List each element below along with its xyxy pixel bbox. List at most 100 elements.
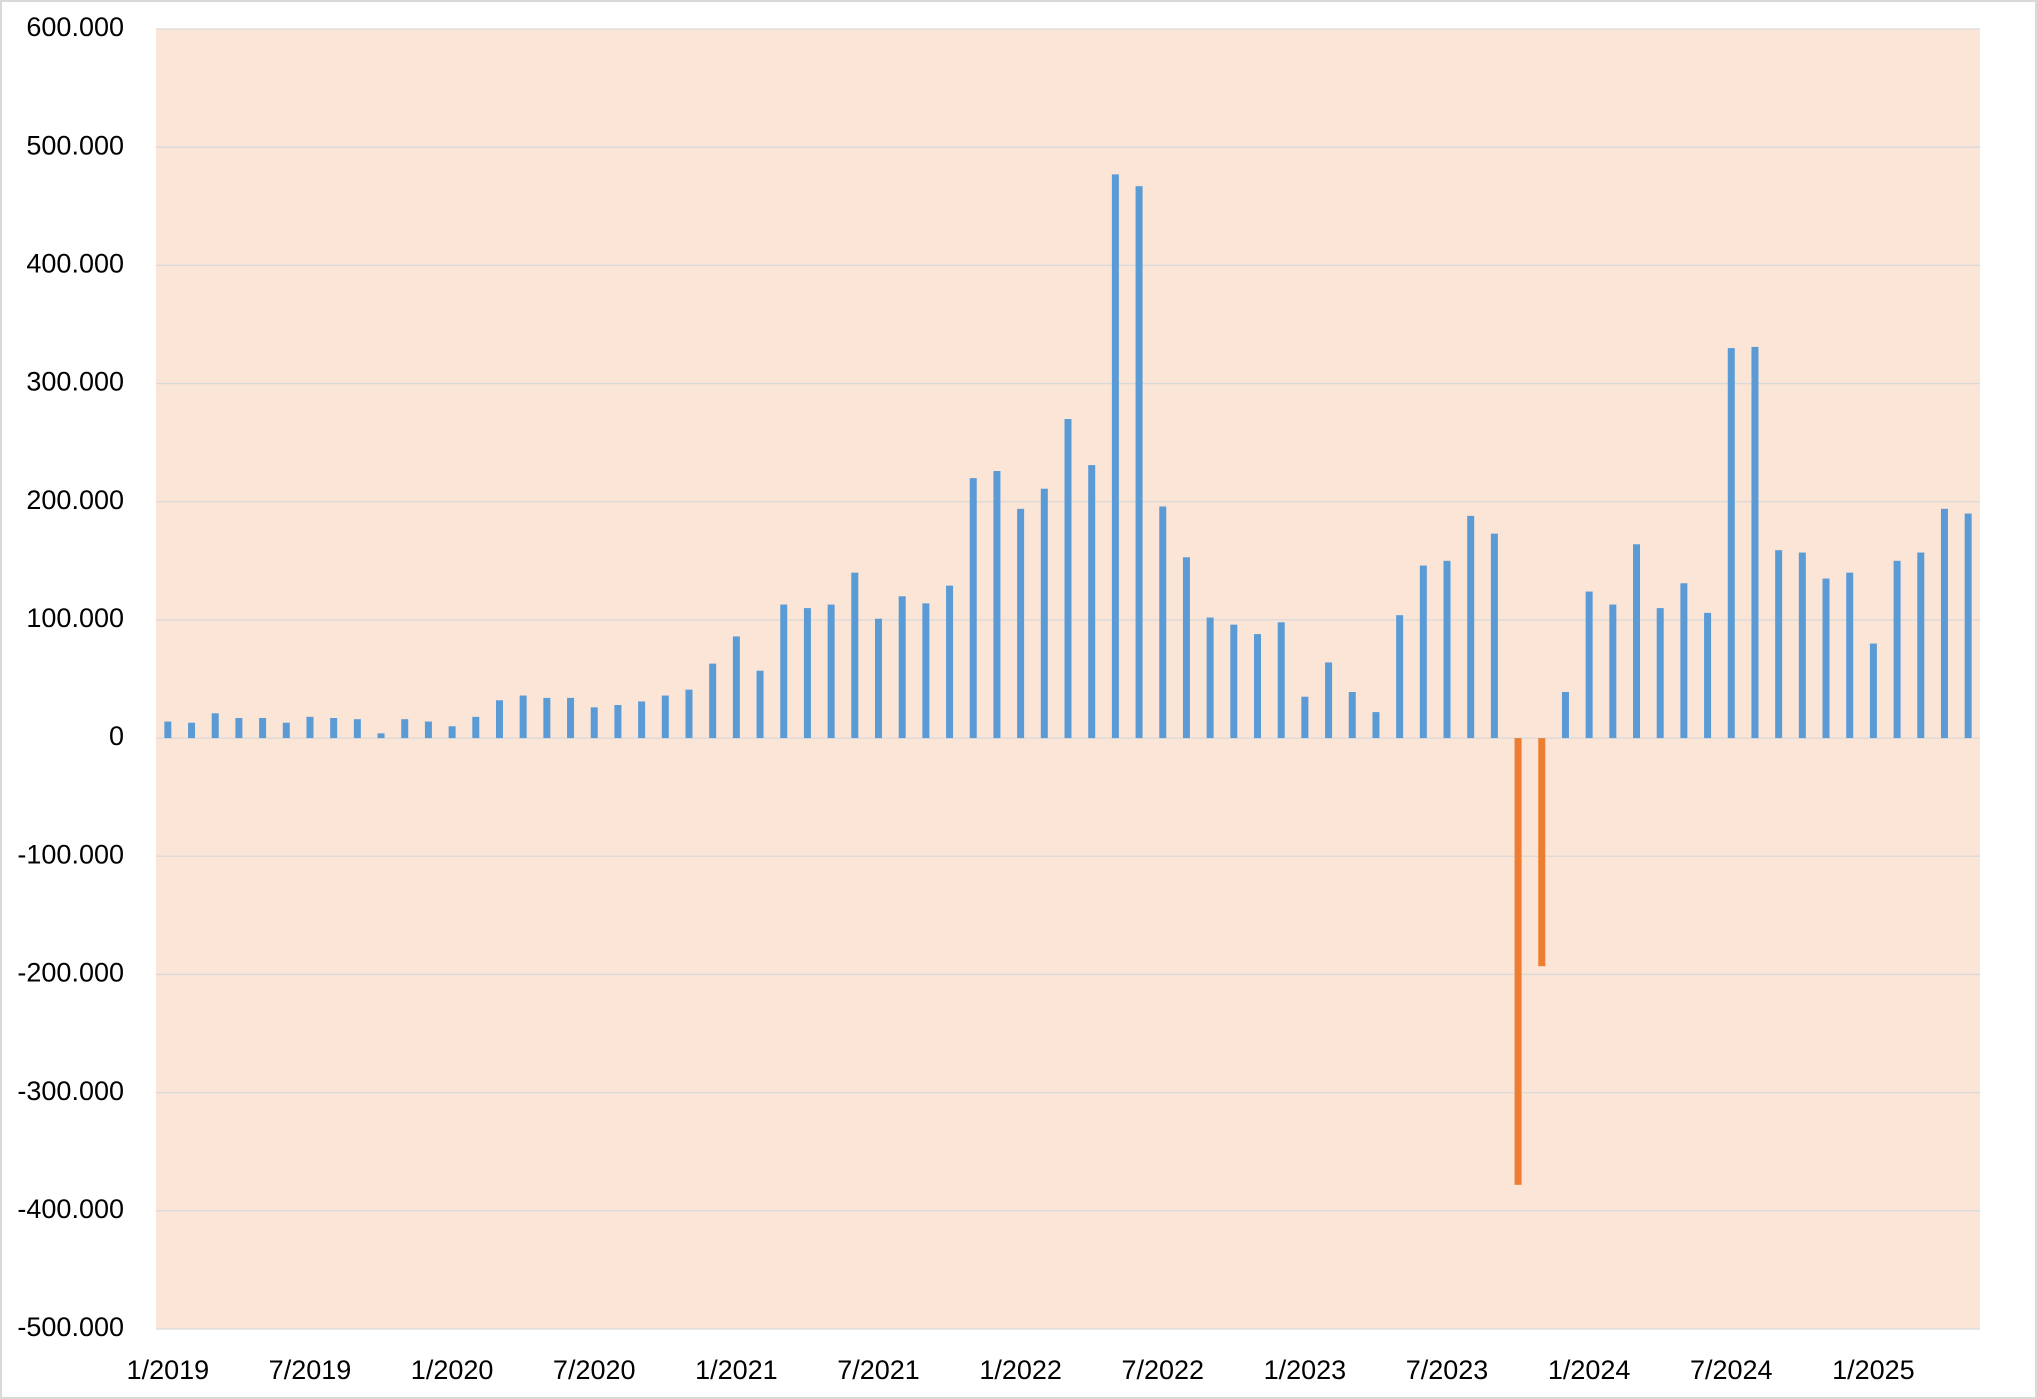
bar [1727, 348, 1735, 739]
bar [1869, 643, 1877, 739]
bar [543, 697, 551, 739]
bar [827, 604, 835, 739]
y-tick-label: -200.000 [17, 958, 124, 988]
bar [1111, 174, 1119, 739]
bar [1348, 692, 1356, 739]
bar [1467, 515, 1475, 739]
y-tick-label: 400.000 [26, 248, 124, 278]
bar [638, 701, 646, 739]
y-tick-label: 500.000 [26, 130, 124, 160]
bar [259, 718, 267, 739]
bar [1443, 560, 1451, 739]
bar [1206, 617, 1214, 739]
x-tick-label: 1/2022 [979, 1355, 1062, 1385]
bar [1277, 622, 1285, 739]
bar [1088, 465, 1096, 739]
bar [1964, 513, 1972, 739]
bar [377, 733, 385, 739]
y-tick-label: -100.000 [17, 839, 124, 869]
bar [211, 713, 219, 739]
y-tick-label: 300.000 [26, 367, 124, 397]
y-tick-label: -300.000 [17, 1076, 124, 1106]
bar [1775, 550, 1783, 739]
bar [401, 719, 409, 739]
bar [1230, 624, 1238, 739]
bar [898, 596, 906, 739]
bar [732, 636, 740, 739]
x-tick-label: 7/2023 [1406, 1355, 1489, 1385]
x-tick-label: 7/2022 [1121, 1355, 1204, 1385]
bar [1680, 583, 1688, 739]
bar [1254, 634, 1262, 739]
bar [1514, 738, 1522, 1185]
bar [685, 689, 693, 739]
bar [235, 718, 243, 739]
y-tick-label: 600.000 [26, 12, 124, 42]
bar [1585, 591, 1593, 739]
bar [993, 471, 1001, 739]
bar [1633, 544, 1641, 739]
x-tick-label: 1/2024 [1548, 1355, 1631, 1385]
bar [519, 695, 527, 739]
bar [946, 585, 954, 739]
x-tick-label: 1/2020 [411, 1355, 494, 1385]
bar [709, 663, 717, 739]
bar [1040, 488, 1048, 739]
bar [495, 700, 503, 739]
bar [330, 718, 338, 739]
y-tick-label: -500.000 [17, 1312, 124, 1342]
y-tick-label: 200.000 [26, 485, 124, 515]
bar [851, 572, 859, 739]
bar [1182, 557, 1190, 739]
x-tick-label: 7/2020 [553, 1355, 636, 1385]
bar [1325, 662, 1333, 739]
y-tick-label: 100.000 [26, 603, 124, 633]
bar [424, 721, 432, 739]
bar [567, 697, 575, 739]
bar [590, 707, 598, 739]
bar [803, 608, 811, 739]
x-tick-label: 7/2024 [1690, 1355, 1773, 1385]
bar [1917, 552, 1925, 739]
y-tick-label: -400.000 [17, 1194, 124, 1224]
bar [1704, 612, 1712, 739]
x-tick-label: 1/2021 [695, 1355, 778, 1385]
x-tick-label: 7/2019 [269, 1355, 352, 1385]
bar [1822, 578, 1830, 739]
bar [1940, 508, 1948, 739]
x-tick-label: 1/2019 [127, 1355, 210, 1385]
bar [1846, 572, 1854, 739]
x-tick-label: 1/2025 [1832, 1355, 1915, 1385]
bar [1490, 533, 1498, 739]
bar [1893, 560, 1901, 739]
bar [1609, 604, 1617, 739]
x-tick-label: 1/2023 [1264, 1355, 1347, 1385]
bar [1159, 506, 1167, 739]
bar [1798, 552, 1806, 739]
bar [1561, 692, 1569, 739]
bar [164, 721, 172, 739]
bar [1656, 608, 1664, 739]
bar [661, 695, 669, 739]
bar [780, 604, 788, 739]
bar [614, 705, 622, 739]
bar [756, 670, 764, 739]
x-tick-label: 7/2021 [837, 1355, 920, 1385]
bar [1396, 615, 1404, 739]
bar [874, 618, 882, 739]
bar [1135, 186, 1143, 739]
bar [1064, 419, 1072, 739]
bar [448, 726, 456, 739]
bar [353, 719, 361, 739]
bar [1419, 565, 1427, 739]
y-tick-label: 0 [109, 721, 124, 751]
bar [1751, 346, 1759, 739]
bar [1372, 712, 1380, 739]
bar [969, 478, 977, 739]
bar [472, 716, 480, 739]
bar [282, 722, 290, 739]
bar [306, 716, 314, 739]
bar [1017, 508, 1025, 739]
bar [922, 603, 930, 739]
